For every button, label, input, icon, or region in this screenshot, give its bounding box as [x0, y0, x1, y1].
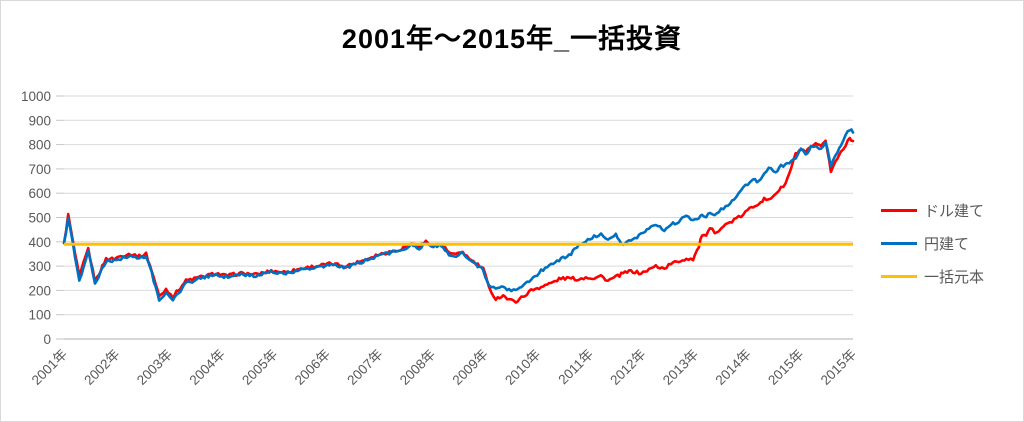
x-tick-label: 2005年 [239, 347, 280, 388]
legend-item-dollar: ドル建て [881, 199, 1016, 221]
legend-label-dollar: ドル建て [924, 202, 985, 220]
legend-swatch-red-line-icon [881, 208, 917, 212]
legend-label-principal: 一括元本 [924, 268, 985, 286]
y-axis-labels: 0 100 200 300 400 500 600 700 800 900 1000 [21, 89, 51, 347]
chart-title: 2001年〜2015年_一括投資 [341, 24, 683, 54]
x-tick-label: 2009年 [450, 347, 491, 388]
y-axis-ticks [56, 95, 64, 340]
y-tick-label: 500 [28, 211, 51, 226]
x-tick-label: 2011年 [555, 347, 596, 388]
gridlines [64, 95, 853, 316]
x-tick-label: 2014年 [713, 347, 754, 388]
legend-label-yen: 円建て [924, 235, 970, 253]
x-tick-label: 2008年 [397, 347, 438, 388]
y-tick-label: 1000 [21, 89, 51, 104]
y-tick-label: 100 [28, 308, 51, 323]
series-lines [62, 128, 855, 304]
x-tick-label: 2010年 [502, 347, 543, 388]
y-tick-label: 700 [28, 162, 51, 177]
y-tick-label: 600 [28, 186, 51, 201]
x-tick-label: 2012年 [607, 347, 648, 388]
series-line-1 [62, 128, 855, 302]
x-axis-labels: 2001年 2002年 2003年 2004年 2005年 2006年 2007年 2008年… [29, 347, 859, 388]
y-tick-label: 300 [28, 259, 51, 274]
legend-swatch-blue-line-icon [881, 241, 917, 245]
x-tick-label: 2003年 [134, 347, 175, 388]
y-tick-label: 400 [28, 235, 51, 250]
x-tick-label: 2007年 [344, 347, 385, 388]
x-tick-label: 2006年 [292, 347, 333, 388]
x-tick-label: 2001年 [29, 347, 70, 388]
x-tick-label: 2013年 [660, 347, 701, 388]
y-tick-label: 200 [28, 283, 51, 298]
legend-item-yen: 円建て [881, 232, 1016, 254]
x-tick-label: 2004年 [187, 347, 228, 388]
y-tick-label: 800 [28, 138, 51, 153]
legend: ドル建て 円建て 一括元本 [881, 199, 1016, 287]
x-tick-label: 2002年 [81, 347, 122, 388]
series-line-0 [62, 136, 855, 304]
x-tick-label: 2015年 [818, 347, 859, 388]
y-tick-label: 900 [28, 113, 51, 128]
x-tick-label: 2015年 [765, 347, 806, 388]
legend-item-principal: 一括元本 [881, 265, 1016, 287]
y-tick-label: 0 [43, 332, 51, 347]
legend-swatch-orange-line-icon [881, 274, 917, 278]
